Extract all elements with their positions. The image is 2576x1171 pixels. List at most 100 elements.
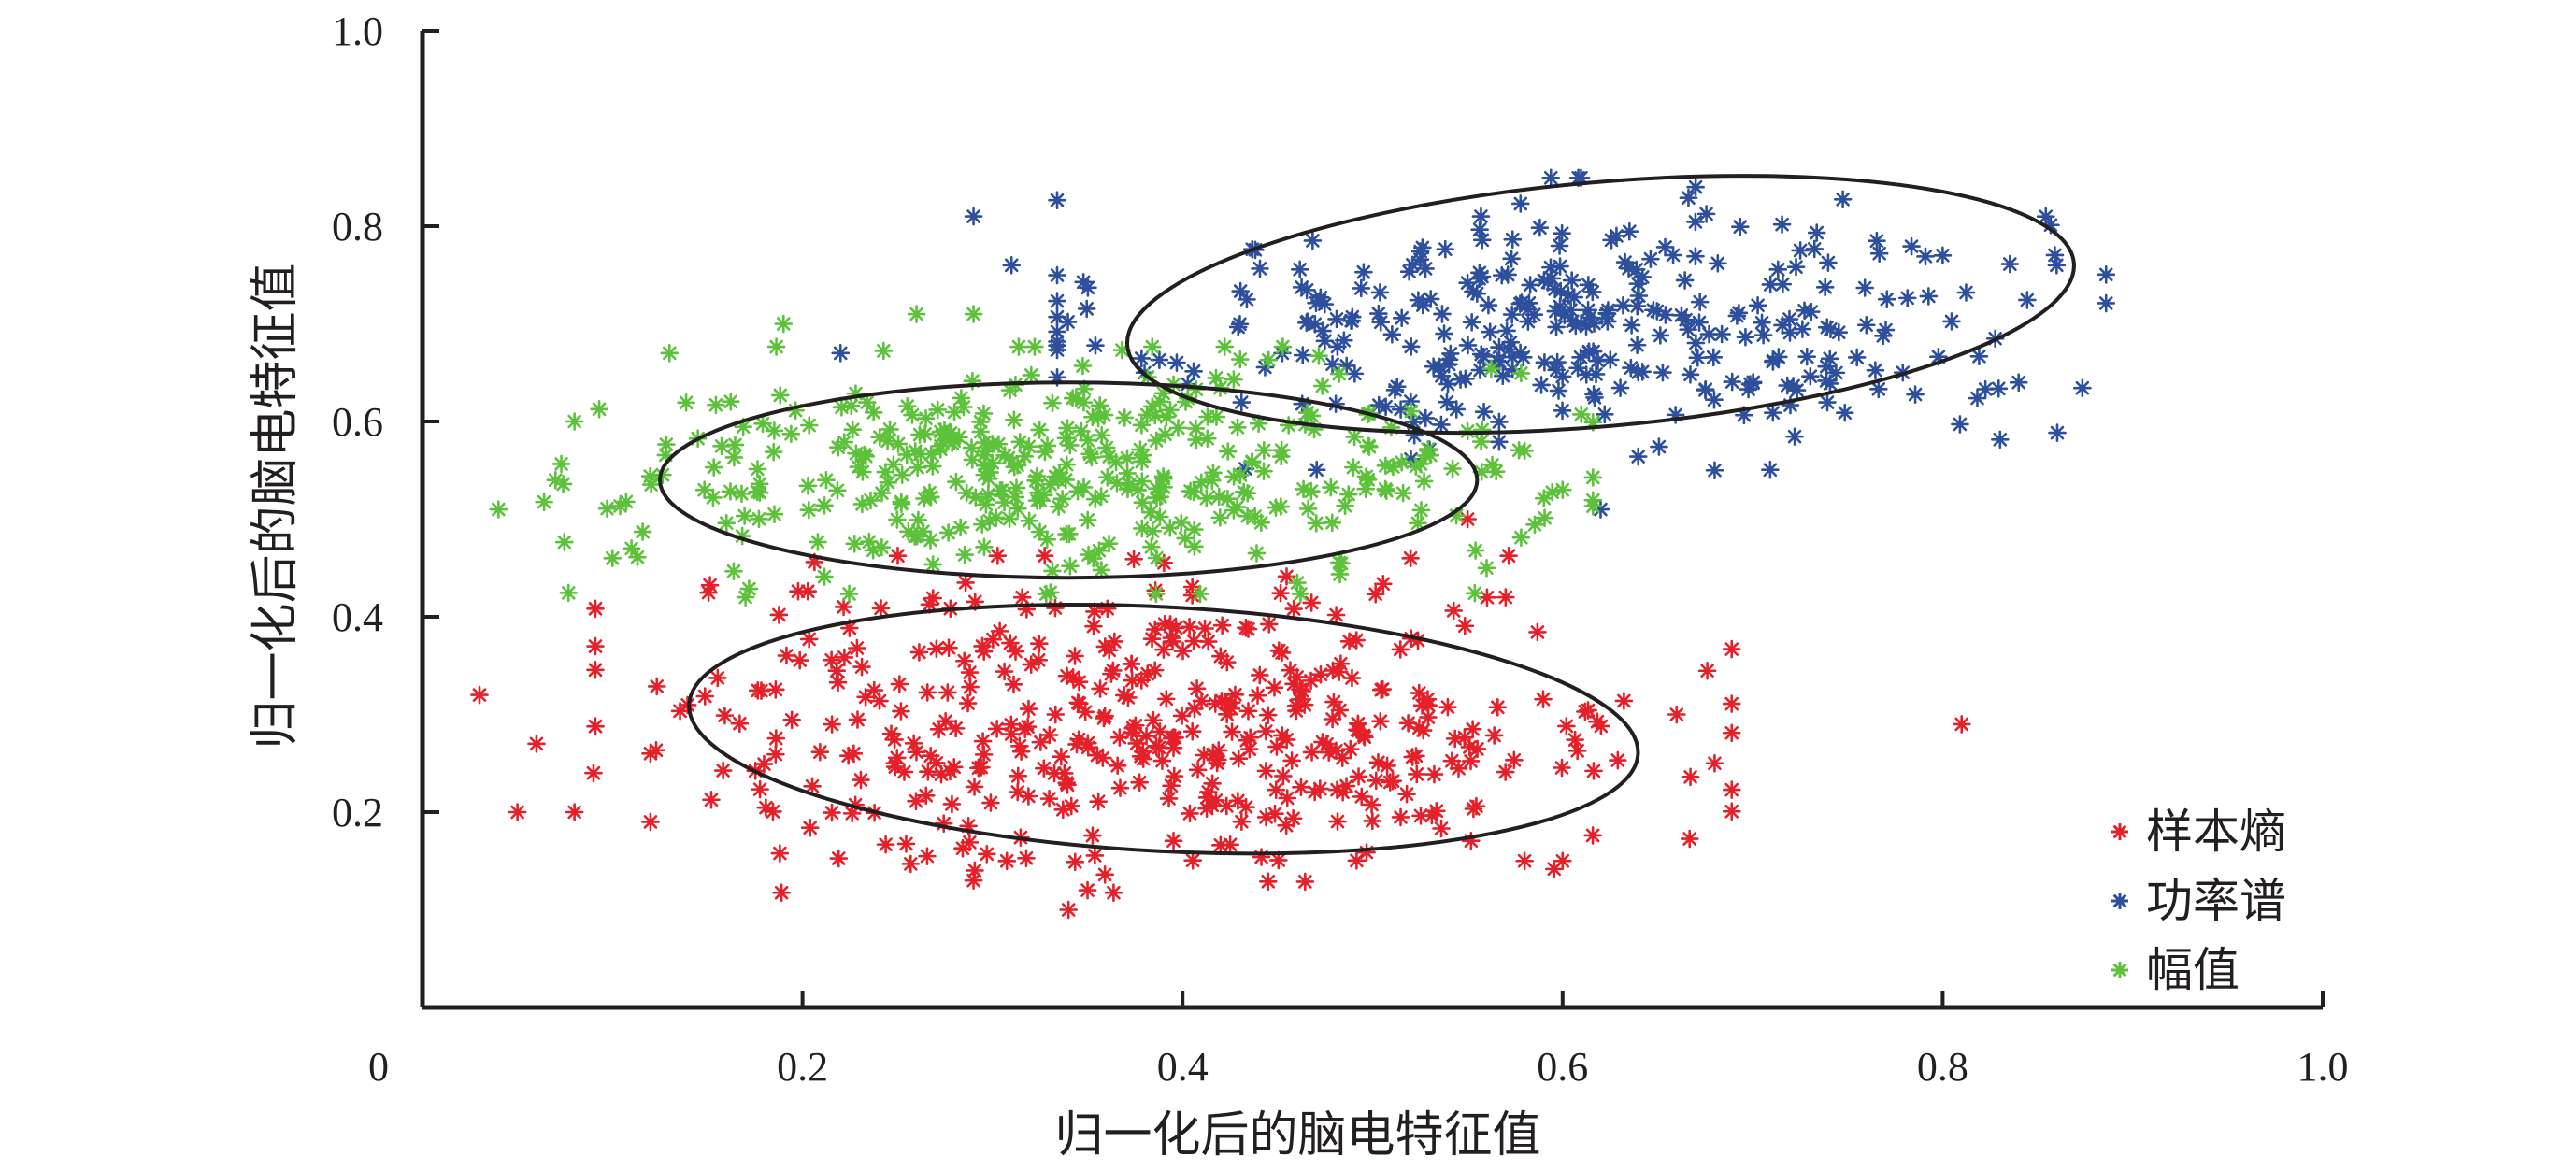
data-point-amplitude	[993, 480, 1012, 500]
data-point-power-spectrum	[1585, 388, 1604, 407]
data-point-amplitude	[751, 483, 769, 502]
data-point-sample-entropy	[1553, 758, 1571, 778]
data-point-amplitude	[922, 488, 940, 507]
data-point-amplitude	[923, 555, 942, 574]
data-point-power-spectrum	[1781, 323, 1799, 342]
data-point-sample-entropy	[1267, 737, 1286, 756]
data-point-power-spectrum	[1343, 307, 1362, 326]
data-point-sample-entropy	[1067, 735, 1086, 754]
data-point-power-spectrum	[1571, 314, 1591, 333]
data-point-amplitude	[739, 579, 759, 598]
data-point-sample-entropy	[1052, 747, 1071, 766]
data-point-power-spectrum	[1553, 367, 1572, 386]
data-point-sample-entropy	[1029, 650, 1049, 670]
data-point-power-spectrum	[1712, 324, 1731, 344]
data-point-power-spectrum	[1628, 274, 1648, 293]
data-point-sample-entropy	[1391, 807, 1410, 827]
data-point-sample-entropy	[1159, 789, 1179, 808]
data-point-sample-entropy	[921, 746, 940, 765]
data-point-sample-entropy	[1068, 693, 1088, 712]
data-point-sample-entropy	[1030, 634, 1049, 653]
data-point-sample-entropy	[888, 546, 908, 565]
data-point-power-spectrum	[1820, 350, 1839, 368]
data-point-amplitude	[1191, 584, 1209, 604]
axes-layer: 0 归一化后的脑电特征值 归一化后的脑电特征值 0.2 0.4 0.6 0.8 1.0 0…	[250, 8, 2349, 1163]
data-point-sample-entropy	[1287, 701, 1306, 721]
data-point-amplitude	[957, 483, 976, 503]
data-point-power-spectrum	[1458, 273, 1477, 293]
data-point-power-spectrum	[1002, 256, 1022, 275]
data-point-sample-entropy	[1039, 725, 1059, 745]
data-point-sample-entropy	[1145, 620, 1165, 639]
data-point-power-spectrum	[1778, 376, 1796, 395]
data-point-sample-entropy	[848, 710, 867, 729]
data-point-amplitude	[1107, 452, 1125, 472]
data-point-power-spectrum	[1969, 347, 1989, 366]
data-point-sample-entropy	[1066, 852, 1085, 872]
data-point-amplitude	[1147, 549, 1166, 567]
data-point-amplitude	[872, 537, 892, 557]
data-point-sample-entropy	[1142, 629, 1162, 649]
data-point-sample-entropy	[1195, 746, 1213, 764]
data-point-power-spectrum	[1438, 375, 1457, 393]
data-point-sample-entropy	[1058, 776, 1077, 794]
data-point-sample-entropy	[1271, 583, 1290, 603]
data-point-power-spectrum	[1567, 316, 1585, 336]
data-point-sample-entropy	[1069, 672, 1089, 692]
data-point-power-spectrum	[1474, 402, 1494, 421]
data-point-power-spectrum	[1416, 408, 1436, 428]
data-point-power-spectrum	[1441, 344, 1460, 364]
data-point-amplitude	[1360, 437, 1379, 456]
data-point-power-spectrum	[1487, 351, 1507, 370]
data-point-sample-entropy	[1161, 615, 1180, 634]
data-point-power-spectrum	[1387, 377, 1407, 396]
data-point-amplitude	[1043, 393, 1062, 413]
data-point-amplitude	[798, 476, 818, 495]
data-point-amplitude	[1133, 493, 1152, 512]
data-point-amplitude	[1120, 475, 1139, 494]
data-point-power-spectrum	[1595, 405, 1614, 424]
data-point-amplitude	[1402, 402, 1421, 421]
data-point-amplitude	[1099, 447, 1119, 466]
data-point-amplitude	[781, 424, 801, 444]
data-point-sample-entropy	[990, 621, 1009, 641]
data-point-power-spectrum	[1653, 363, 1672, 382]
data-point-sample-entropy	[1331, 654, 1351, 674]
data-point-power-spectrum	[1554, 306, 1574, 325]
data-point-sample-entropy	[1401, 549, 1420, 568]
data-point-sample-entropy	[1442, 751, 1462, 771]
data-point-power-spectrum	[1627, 296, 1647, 316]
data-point-sample-entropy	[1398, 714, 1418, 733]
data-point-sample-entropy	[810, 742, 830, 762]
data-point-amplitude	[1142, 537, 1161, 557]
data-point-sample-entropy	[1166, 619, 1185, 637]
data-point-power-spectrum	[1829, 322, 1849, 342]
data-point-sample-entropy	[586, 717, 605, 735]
data-point-amplitude	[1411, 501, 1431, 520]
data-point-sample-entropy	[670, 701, 690, 721]
data-point-sample-entropy	[1122, 723, 1141, 742]
data-point-sample-entropy	[1460, 737, 1480, 757]
data-point-power-spectrum	[1499, 340, 1519, 359]
data-point-amplitude	[955, 545, 974, 564]
data-point-power-spectrum	[1430, 357, 1450, 377]
data-point-sample-entropy	[1407, 764, 1426, 784]
data-point-sample-entropy	[885, 730, 904, 750]
data-point-amplitude	[843, 420, 863, 439]
data-point-sample-entropy	[1295, 695, 1314, 714]
data-point-amplitude	[1176, 529, 1195, 548]
data-point-amplitude	[1133, 472, 1152, 491]
data-point-amplitude	[1074, 393, 1094, 412]
data-point-power-spectrum	[1686, 178, 1705, 196]
data-point-sample-entropy	[1127, 734, 1146, 753]
data-point-power-spectrum	[1493, 366, 1512, 386]
data-point-power-spectrum	[1403, 255, 1423, 275]
data-point-power-spectrum	[1479, 295, 1498, 315]
data-point-power-spectrum	[1086, 336, 1105, 355]
data-point-amplitude	[1228, 418, 1247, 437]
data-point-sample-entropy	[1614, 692, 1634, 710]
data-point-amplitude	[712, 436, 731, 456]
data-point-amplitude	[489, 500, 508, 519]
data-point-sample-entropy	[1368, 752, 1388, 772]
data-point-sample-entropy	[944, 758, 964, 777]
